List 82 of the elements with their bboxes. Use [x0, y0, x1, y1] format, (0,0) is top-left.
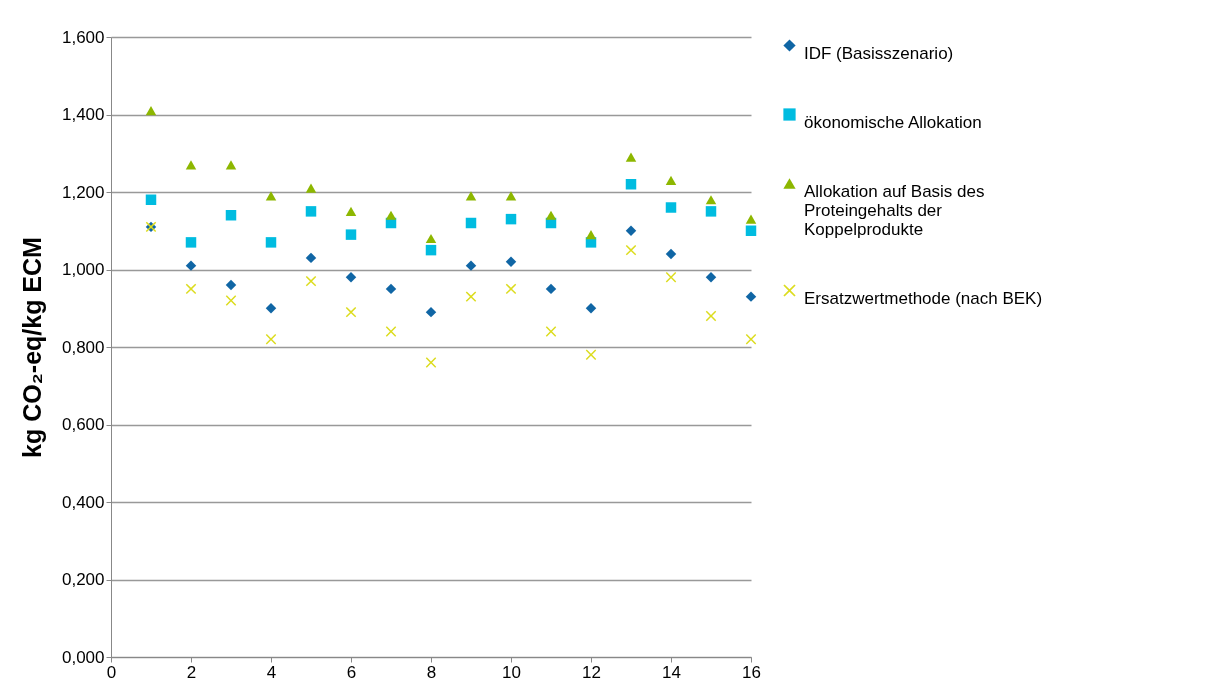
point — [665, 175, 677, 185]
y-tick-label: 1,200 — [61, 182, 105, 202]
x-tick-label: 10 — [502, 662, 521, 682]
point — [705, 272, 717, 283]
legend-label: Allokation auf Basis des Proteingehalts der Koppelprodukte — [804, 181, 985, 239]
point — [705, 206, 717, 217]
point — [385, 210, 397, 220]
point — [425, 244, 437, 256]
point — [585, 230, 597, 240]
y-tick-label: 1,600 — [61, 27, 105, 47]
point — [185, 237, 197, 248]
y-tick-label: 0,800 — [61, 337, 105, 357]
legend-label: IDF (Basisszenario) — [804, 43, 954, 63]
y-tick-label: 1,400 — [61, 105, 105, 124]
point — [505, 191, 517, 201]
point — [585, 349, 597, 360]
point — [305, 206, 317, 217]
point — [185, 160, 197, 170]
x-tick-label: 0 — [106, 662, 117, 682]
point — [545, 283, 557, 295]
point — [225, 210, 237, 221]
legend-label: Ersatzwertmethode (nach BEK) — [804, 288, 1043, 308]
x-tick-label: 6 — [346, 662, 357, 682]
point — [545, 210, 557, 220]
point — [425, 357, 437, 368]
point — [225, 160, 237, 170]
point — [385, 326, 397, 337]
y-axis-title: kg CO₂-eq/kg ECM — [17, 237, 46, 458]
point — [345, 272, 357, 283]
y-tick-label: 0,600 — [61, 415, 105, 434]
point — [745, 214, 757, 224]
legend-label: ökonomische Allokation — [804, 112, 982, 132]
point — [505, 283, 517, 295]
point — [545, 326, 557, 337]
x-tick-label: 8 — [426, 662, 437, 682]
point — [465, 260, 477, 271]
point — [265, 191, 277, 201]
x-tick-label: 12 — [582, 662, 601, 682]
point — [505, 213, 517, 225]
y-tick-label: 0,400 — [61, 492, 105, 512]
y-tick-label: 1,000 — [61, 260, 105, 279]
y-tick-label: 0,000 — [61, 647, 105, 667]
point — [745, 334, 757, 345]
point — [305, 252, 317, 264]
point — [265, 303, 277, 314]
point — [185, 260, 197, 271]
point — [145, 106, 157, 116]
point — [345, 306, 357, 318]
point — [425, 233, 437, 244]
point — [665, 248, 677, 260]
point — [665, 202, 677, 213]
y-tick-label: 0,200 — [61, 570, 105, 589]
point — [705, 195, 717, 205]
point — [625, 244, 637, 256]
point — [465, 291, 477, 302]
point — [425, 306, 437, 318]
point — [705, 310, 717, 322]
x-tick-label: 14 — [662, 662, 681, 682]
point — [505, 256, 517, 267]
x-tick-label: 4 — [266, 662, 277, 682]
point — [265, 334, 277, 345]
point — [745, 225, 757, 236]
point — [265, 237, 277, 248]
point — [345, 229, 357, 240]
point — [225, 279, 237, 291]
point — [305, 183, 317, 193]
x-tick-label: 2 — [186, 662, 197, 682]
point — [465, 217, 477, 229]
point — [625, 152, 637, 162]
point — [185, 283, 197, 295]
x-tick-label: 16 — [742, 662, 761, 682]
point — [625, 179, 637, 190]
point — [305, 275, 317, 287]
point — [465, 191, 477, 201]
point — [225, 295, 237, 306]
point — [345, 206, 357, 216]
point — [625, 225, 637, 236]
point — [145, 194, 157, 205]
point — [665, 272, 677, 283]
point — [585, 303, 597, 314]
point — [385, 283, 397, 295]
point — [745, 291, 757, 302]
